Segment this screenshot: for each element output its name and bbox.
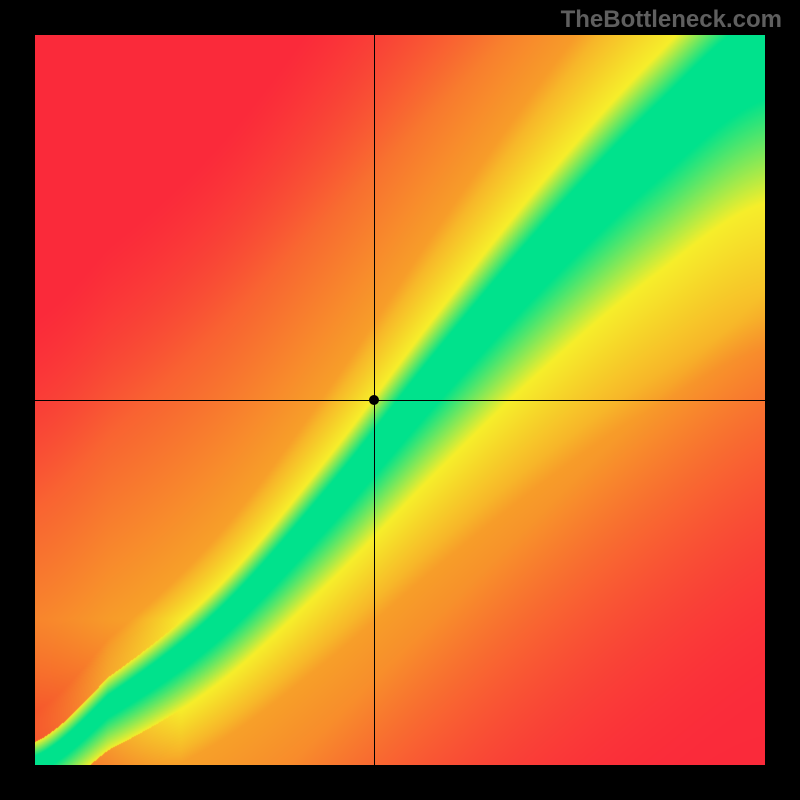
data-point-marker: [369, 395, 379, 405]
plot-area: [35, 35, 765, 765]
crosshair-horizontal: [35, 400, 765, 401]
chart-container: TheBottleneck.com: [0, 0, 800, 800]
watermark-text: TheBottleneck.com: [561, 6, 782, 34]
